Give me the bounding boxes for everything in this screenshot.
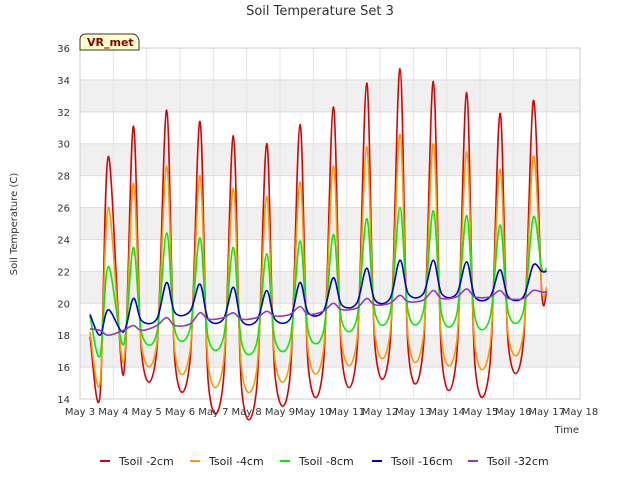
x-tick-label: May 9 — [265, 407, 295, 418]
y-tick-label: 36 — [57, 44, 70, 55]
x-tick-label: May 10 — [295, 407, 332, 418]
legend-label: Tsoil -4cm — [208, 455, 264, 468]
x-tick-label: May 6 — [165, 407, 195, 418]
y-axis-label: Soil Temperature (C) — [9, 173, 20, 276]
y-tick-label: 28 — [57, 172, 70, 183]
x-tick-label: May 15 — [462, 407, 499, 418]
y-tick-label: 30 — [57, 140, 70, 151]
y-tick-label: 16 — [57, 363, 70, 374]
x-tick-label: May 3 — [65, 407, 95, 418]
x-tick-label: May 13 — [395, 407, 432, 418]
y-axis-ticks: 14 16 18 20 22 24 26 28 30 32 34 36 — [57, 44, 70, 406]
badge-box — [79, 33, 140, 51]
x-tick-label: May 7 — [198, 407, 228, 418]
chart-title: Soil Temperature Set 3 — [246, 4, 394, 19]
y-tick-label: 26 — [57, 204, 70, 215]
legend-label: Tsoil -2cm — [118, 455, 174, 468]
x-tick-label: May 16 — [495, 407, 532, 418]
x-axis-label: Time — [554, 425, 579, 436]
legend: Tsoil -2cm Tsoil -4cm Tsoil -8cm Tsoil -16c… — [100, 455, 549, 468]
plot-frame — [79, 47, 581, 400]
x-tick-label: May 14 — [428, 407, 465, 418]
y-tick-label: 24 — [57, 235, 70, 246]
band — [80, 335, 580, 368]
badge-label: VR_met — [87, 36, 134, 49]
x-tick-label: May 17 — [528, 407, 565, 418]
x-tick-label: May 18 — [562, 407, 599, 418]
site-badge: VR_met — [79, 33, 140, 51]
y-tick-label: 20 — [57, 299, 70, 310]
y-tick-label: 34 — [57, 76, 70, 87]
y-tick-label: 32 — [57, 108, 70, 119]
legend-label: Tsoil -16cm — [390, 455, 453, 468]
y-tick-label: 18 — [57, 331, 70, 342]
y-tick-label: 22 — [57, 267, 70, 278]
x-tick-label: May 12 — [362, 407, 399, 418]
x-tick-label: May 5 — [132, 407, 162, 418]
y-tick-label: 14 — [57, 395, 70, 406]
band — [80, 79, 580, 112]
legend-label: Tsoil -8cm — [298, 455, 354, 468]
series-line-4 — [89, 288, 547, 336]
x-axis-ticks: May 3 May 4 May 5 May 6 May 7 May 8 May 9 May 1… — [65, 407, 598, 418]
series-lines — [89, 67, 548, 421]
legend-label: Tsoil -32cm — [486, 455, 549, 468]
x-tick-label: May 11 — [328, 407, 365, 418]
x-tick-label: May 4 — [98, 407, 128, 418]
x-tick-label: May 8 — [232, 407, 262, 418]
